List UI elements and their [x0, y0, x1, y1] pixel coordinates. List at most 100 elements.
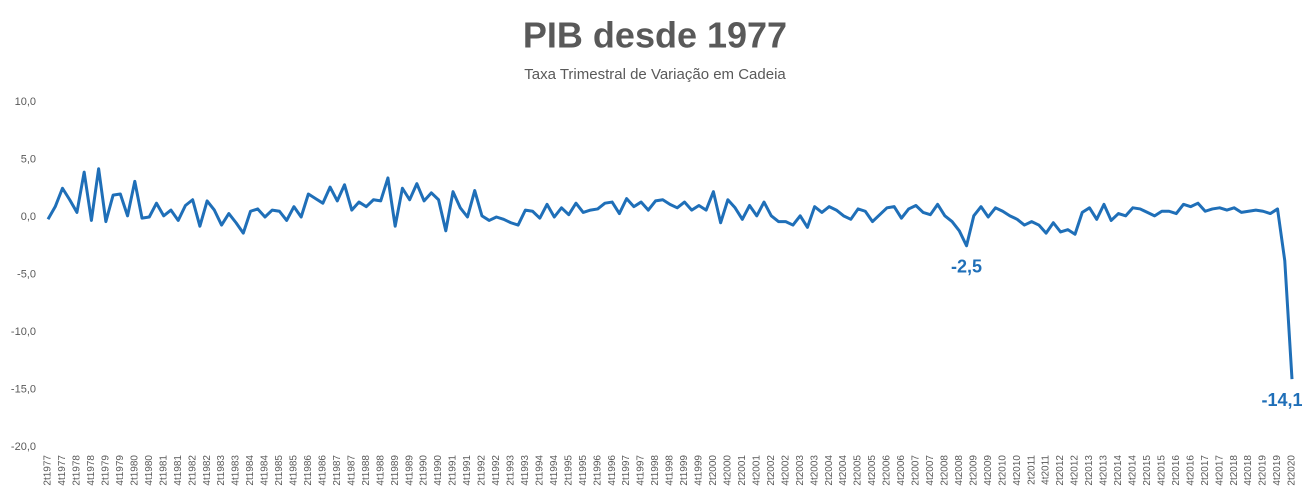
x-tick-label: 4t2019	[1272, 455, 1283, 486]
x-tick-label: 2t2001	[737, 455, 748, 486]
x-tick-label: 2t1980	[129, 455, 140, 486]
x-tick-label: 2t1994	[534, 455, 545, 486]
x-tick-label: 2t1993	[506, 455, 517, 486]
x-tick-label: 4t2015	[1156, 455, 1167, 486]
x-tick-label: 4t1990	[433, 455, 444, 486]
data-label: -2,5	[951, 257, 982, 277]
x-tick-label: 4t2014	[1128, 455, 1139, 486]
x-tick-label: 2t2007	[911, 455, 922, 486]
y-tick-label: -5,0	[17, 268, 36, 280]
x-tick-label: 4t1989	[404, 455, 415, 486]
x-tick-label: 2t1989	[390, 455, 401, 486]
x-tick-label: 4t2012	[1070, 455, 1081, 486]
x-tick-label: 4t1979	[115, 455, 126, 486]
y-tick-label: 5,0	[21, 153, 36, 165]
x-tick-label: 2t1985	[274, 455, 285, 486]
x-tick-label: 4t2001	[751, 455, 762, 486]
data-label: -14,1	[1261, 390, 1302, 410]
x-tick-label: 4t1987	[346, 455, 357, 486]
x-tick-label: 4t1998	[665, 455, 676, 486]
x-tick-label: 4t1978	[86, 455, 97, 486]
x-tick-label: 4t1991	[462, 455, 473, 486]
y-tick-label: -10,0	[11, 326, 36, 338]
chart-subtitle: Taxa Trimestral de Variação em Cadeia	[524, 66, 786, 83]
x-tick-label: 4t2009	[983, 455, 994, 486]
x-tick-label: 4t2002	[780, 455, 791, 486]
x-tick-label: 4t1980	[144, 455, 155, 486]
x-tick-label: 4t2010	[1012, 455, 1023, 486]
x-tick-label: 4t2016	[1185, 455, 1196, 486]
x-tick-label: 2t1997	[621, 455, 632, 486]
x-tick-label: 2t1979	[101, 455, 112, 486]
x-tick-label: 2t1977	[43, 455, 54, 486]
x-tick-label: 2t1983	[216, 455, 227, 486]
x-tick-label: 4t1994	[549, 455, 560, 486]
x-tick-label: 2t1992	[477, 455, 488, 486]
x-tick-label: 4t1981	[173, 455, 184, 486]
x-tick-label: 2t2011	[1026, 455, 1037, 485]
data-line	[46, 167, 1294, 380]
x-tick-label: 4t1977	[57, 455, 68, 486]
x-tick-label: 2t2012	[1055, 455, 1066, 486]
x-tick-label: 2t1987	[332, 455, 343, 486]
x-tick-label: 2t2009	[968, 455, 979, 486]
x-tick-label: 4t1996	[607, 455, 618, 486]
x-tick-label: 4t1999	[694, 455, 705, 486]
x-tick-label: 2t1984	[245, 455, 256, 486]
x-tick-label: 2t2002	[766, 455, 777, 486]
x-tick-label: 4t1985	[289, 455, 300, 486]
x-tick-label: 4t1986	[317, 455, 328, 486]
x-tick-label: 2t2015	[1142, 455, 1153, 486]
x-tick-label: 2t1981	[158, 455, 169, 486]
x-tick-label: 4t2005	[867, 455, 878, 486]
x-tick-label: 2t1998	[650, 455, 661, 486]
x-tick-label: 2t2013	[1084, 455, 1095, 486]
x-tick-label: 4t1995	[578, 455, 589, 486]
chart-title: PIB desde 1977	[523, 15, 787, 56]
x-tick-label: 2t2016	[1171, 455, 1182, 486]
x-tick-label: 2t1988	[361, 455, 372, 486]
y-tick-label: 0,0	[21, 211, 36, 223]
x-tick-label: 2t2019	[1258, 455, 1269, 486]
y-tick-label: -20,0	[11, 441, 36, 453]
x-tick-label: 4t2013	[1099, 455, 1110, 486]
x-tick-label: 4t2008	[954, 455, 965, 486]
x-tick-label: 2t1991	[448, 455, 459, 486]
x-tick-label: 2t2000	[708, 455, 719, 486]
x-tick-label: 4t2006	[896, 455, 907, 486]
x-tick-label: 4t2017	[1214, 455, 1225, 486]
x-tick-label: 2t1995	[563, 455, 574, 486]
x-tick-label: 4t2011	[1041, 455, 1052, 485]
x-tick-label: 2t1978	[72, 455, 83, 486]
x-tick-label: 4t2018	[1243, 455, 1254, 486]
x-tick-label: 4t1997	[636, 455, 647, 486]
x-tick-label: 4t2003	[809, 455, 820, 486]
x-tick-label: 2t2020	[1287, 455, 1298, 486]
x-tick-label: 4t1984	[260, 455, 271, 486]
x-tick-label: 2t2017	[1200, 455, 1211, 486]
x-tick-label: 4t2000	[723, 455, 734, 486]
x-tick-label: 4t1983	[231, 455, 242, 486]
x-tick-label: 2t1996	[592, 455, 603, 486]
x-tick-label: 4t2004	[838, 455, 849, 486]
x-tick-label: 2t2005	[853, 455, 864, 486]
x-tick-label: 2t2006	[882, 455, 893, 486]
x-tick-label: 4t2007	[925, 455, 936, 486]
x-tick-label: 2t1986	[303, 455, 314, 486]
x-tick-label: 4t1988	[375, 455, 386, 486]
x-tick-label: 2t2010	[997, 455, 1008, 486]
x-tick-label: 2t1982	[187, 455, 198, 486]
x-tick-label: 2t2004	[824, 455, 835, 486]
y-tick-label: 10,0	[15, 96, 36, 108]
x-tick-label: 2t2003	[795, 455, 806, 486]
x-tick-label: 4t1992	[491, 455, 502, 486]
x-tick-label: 4t1993	[520, 455, 531, 486]
x-tick-label: 4t1982	[202, 455, 213, 486]
x-tick-label: 2t1990	[419, 455, 430, 486]
x-tick-label: 2t2014	[1113, 455, 1124, 486]
y-tick-label: -15,0	[11, 383, 36, 395]
x-tick-label: 2t1999	[679, 455, 690, 486]
x-tick-label: 2t2018	[1229, 455, 1240, 486]
x-tick-label: 2t2008	[939, 455, 950, 486]
